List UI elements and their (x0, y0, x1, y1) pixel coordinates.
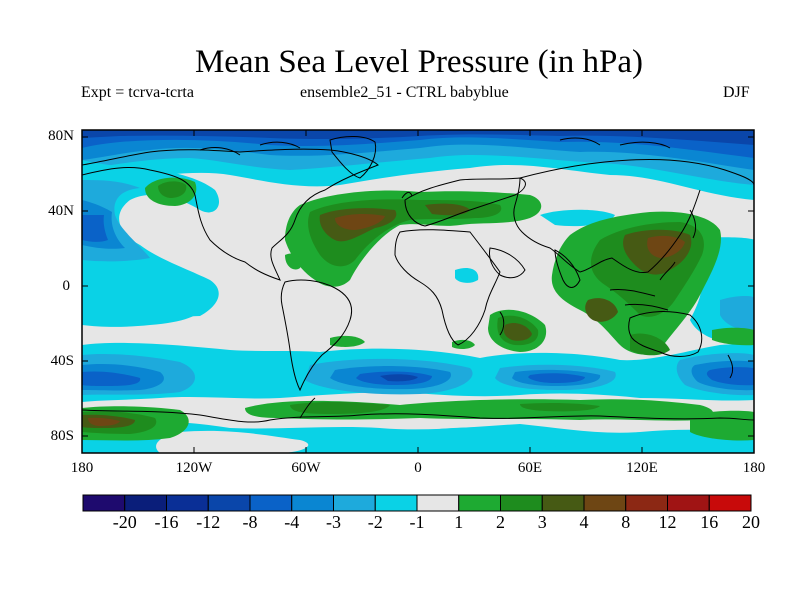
colorbar-label: -1 (409, 512, 425, 532)
south-neg4d (706, 367, 754, 386)
colorbar-swatch (207, 494, 251, 512)
coast-greenland (329, 136, 377, 179)
swatl-pos1 (285, 253, 302, 270)
colorbar-swatch (124, 494, 167, 512)
colorbar-swatch (708, 494, 752, 512)
axis-ticks (81, 130, 755, 453)
lat-label-80s: 80S (50, 428, 74, 444)
epac-neg1 (82, 284, 203, 327)
south-pos2 (290, 401, 390, 414)
colorbar-label: 16 (700, 512, 719, 532)
lon-label-120w: 120W (175, 460, 213, 476)
colorbar-label: 1 (454, 512, 464, 532)
lon-label-0: 0 (414, 460, 422, 476)
colorbar-label: 12 (658, 512, 677, 532)
coast-india (554, 249, 581, 288)
lat-label-80n: 80N (48, 128, 74, 144)
coast-africa (394, 229, 501, 346)
coast-australia (628, 311, 703, 357)
coast-indonesia (609, 261, 676, 311)
spac-pos1 (712, 327, 754, 346)
sam-pos1 (330, 335, 365, 347)
wpac-neg2 (720, 295, 754, 331)
colorbar-label: -12 (196, 512, 221, 532)
lon-label-60w: 60W (291, 460, 321, 476)
sw-pos4 (88, 417, 120, 426)
colorbar-swatch (541, 494, 585, 512)
mideast-neg1 (455, 268, 479, 283)
colorbar-swatch (82, 494, 126, 512)
lat-label-0: 0 (62, 278, 71, 294)
colorbar-swatch (625, 494, 668, 512)
lat-label-40s: 40S (50, 353, 74, 369)
south-neg4c (528, 373, 585, 383)
south-pos2b (520, 402, 600, 412)
aus-pos2 (630, 333, 670, 356)
colorbar-label: -2 (367, 512, 383, 532)
coast-antarctic-peninsula (299, 397, 316, 419)
colorbar-swatch (583, 494, 627, 512)
ensemble-label: ensemble2_51 - CTRL babyblue (300, 84, 509, 101)
sind-pos1 (452, 339, 475, 350)
coast-new-zealand (727, 354, 734, 379)
lon-label-60e: 60E (517, 460, 543, 476)
lon-label-180w: 180 (70, 460, 94, 476)
colorbar-swatch (416, 494, 460, 512)
coast-north-america (82, 148, 379, 281)
npac-neg4 (82, 215, 108, 242)
arctic-neg5 (82, 130, 754, 145)
colorbar-label: 2 (496, 512, 505, 532)
coast-arabia (489, 247, 526, 279)
lon-label-120e: 120E (626, 460, 658, 476)
antarctic-neg2 (425, 427, 568, 450)
colorbar-swatch (458, 494, 501, 512)
south-neg5 (380, 374, 418, 382)
indo-pos3 (585, 298, 618, 322)
coast-south-america (280, 279, 353, 392)
colorbar-swatch (249, 494, 293, 512)
coast-antarctica (82, 409, 754, 423)
season-label: DJF (723, 84, 750, 101)
coast-uk (401, 191, 413, 199)
colorbar-label: -4 (284, 512, 300, 532)
lon-label-180e: 180 (742, 460, 766, 476)
lat-label-40n: 40N (48, 203, 74, 219)
colorbar-swatch (166, 494, 209, 512)
colorbar-label: -3 (326, 512, 341, 532)
south-neg4 (82, 371, 141, 386)
natl-pos3b (425, 203, 470, 216)
colorbar-label: 20 (742, 512, 760, 532)
colorbar (82, 494, 752, 512)
colorbar-label: -20 (112, 512, 137, 532)
colorbar-swatch (667, 494, 710, 512)
colorbar-label: 8 (621, 512, 631, 532)
coastlines (82, 136, 754, 423)
coast-japan (689, 209, 697, 239)
safr-pos3 (503, 323, 532, 341)
colorbar-label: 3 (537, 512, 547, 532)
colorbar-swatch (374, 494, 418, 512)
coast-arctic-islands (199, 137, 671, 156)
coast-madagascar (499, 311, 505, 336)
colorbar-swatch (500, 494, 543, 512)
colorbar-label: 4 (579, 512, 589, 532)
colorbar-label: -8 (242, 512, 258, 532)
coast-europe (404, 177, 526, 227)
experiment-label: Expt = tcrva-tcrta (81, 84, 194, 101)
coast-asia (513, 159, 754, 274)
colorbar-label: -16 (154, 512, 179, 532)
colorbar-swatch (291, 494, 334, 512)
contour-fields (82, 130, 754, 453)
npac-pos2 (158, 181, 187, 198)
map-title: Mean Sea Level Pressure (in hPa) (194, 44, 644, 80)
natl-pos4 (335, 213, 385, 230)
colorbar-swatch (333, 494, 376, 512)
